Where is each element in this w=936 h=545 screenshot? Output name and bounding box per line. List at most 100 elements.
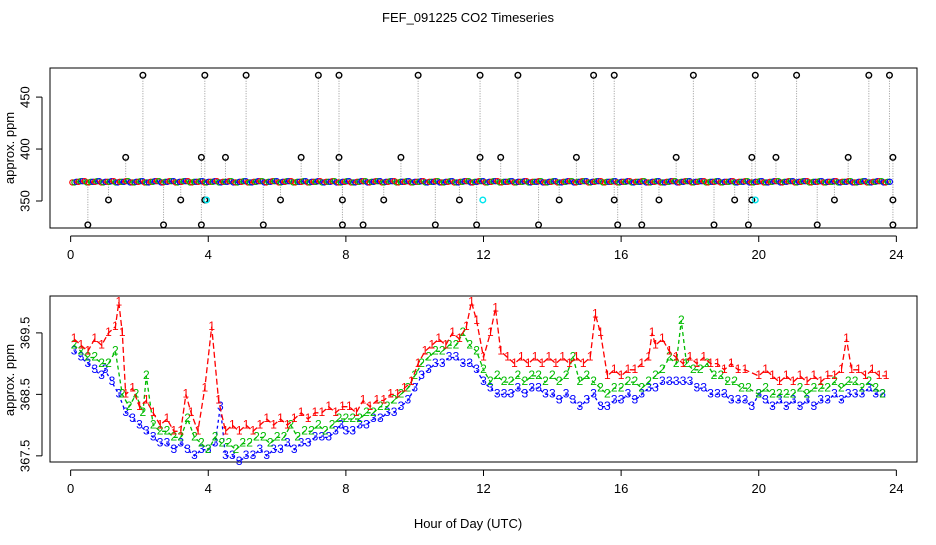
bottom-series-1-marker: 1 [263, 411, 270, 425]
bottom-series-3-marker: 3 [535, 380, 542, 394]
bottom-series-3-marker: 3 [693, 380, 700, 394]
top-baseline-point [835, 179, 842, 186]
bottom-series-1-marker: 1 [487, 325, 494, 339]
top-baseline-point [731, 179, 739, 186]
top-baseline-point [593, 177, 600, 185]
top-baseline-point [397, 178, 404, 185]
top-baseline-point [502, 178, 510, 185]
top-baseline-point [486, 178, 493, 185]
top-baseline-point [876, 177, 883, 185]
bottom-series-2-marker: 2 [718, 368, 725, 382]
bottom-series-1-marker: 1 [71, 331, 78, 345]
top-baseline-point [205, 178, 212, 185]
bottom-series-1-marker: 1 [714, 356, 721, 370]
bottom-series-1-marker: 1 [353, 405, 360, 419]
bottom-series-3-marker: 3 [769, 399, 776, 413]
bottom-series-3-marker: 3 [790, 393, 797, 407]
top-outlier-point [744, 221, 752, 229]
top-baseline-point [413, 178, 421, 185]
top-baseline-point [717, 179, 724, 186]
top-baseline-point [535, 177, 543, 185]
top-baseline-point [806, 179, 813, 186]
top-outlier-point [476, 153, 484, 161]
top-baseline-point [760, 179, 768, 186]
bottom-series-2-marker: 2 [126, 399, 133, 413]
bottom-series-2-marker: 2 [724, 374, 731, 388]
bottom-series-2-marker: 2 [198, 436, 205, 450]
bottom-series-2-marker: 2 [239, 436, 246, 450]
bottom-series-3-marker: 3 [122, 405, 129, 419]
bottom-series-3-marker: 3 [222, 448, 229, 462]
top-baseline-point [667, 177, 675, 185]
bottom-series-1-marker: 1 [742, 362, 749, 376]
bottom-series-2-marker: 2 [308, 423, 315, 437]
top-outlier-point [497, 153, 505, 161]
top-outlier-point [614, 221, 622, 229]
top-baseline-point [766, 178, 774, 185]
bottom-series-3-marker: 3 [515, 380, 522, 394]
top-outlier-point [610, 196, 618, 204]
bottom-series-3-marker: 3 [356, 417, 363, 431]
top-baseline-point [645, 179, 652, 186]
bottom-series-1-marker: 1 [380, 393, 387, 407]
top-baseline-point [771, 177, 778, 185]
top-baseline-point [294, 178, 301, 185]
bottom-series-2-marker: 2 [133, 387, 140, 401]
bottom-series-2-marker: 2 [678, 313, 685, 327]
top-baseline-point [618, 178, 625, 185]
top-baseline-point [387, 177, 394, 185]
top-outlier-point [610, 71, 618, 79]
bottom-series-1-marker: 1 [504, 350, 511, 364]
top-baseline-point [143, 179, 150, 186]
top-baseline-point [880, 179, 887, 186]
top-baseline-point [830, 177, 838, 185]
top-baseline-point [354, 178, 361, 185]
bottom-y-axis-label: approx. ppm [2, 344, 17, 416]
top-baseline-point [201, 179, 208, 186]
bottom-series-2-marker: 2 [267, 436, 274, 450]
bottom-series-1-marker: 1 [150, 405, 157, 419]
top-outlier-point [314, 71, 322, 79]
bottom-series-1-marker: 1 [532, 350, 539, 364]
bottom-series-3-marker: 3 [824, 393, 831, 407]
bottom-series-1-marker: 1 [157, 417, 164, 431]
bottom-series-3-marker: 3 [838, 393, 845, 407]
top-baseline-point [574, 178, 582, 185]
top-baseline-point [389, 177, 396, 185]
top-baseline-point [221, 178, 229, 185]
top-outlier-point [431, 221, 439, 229]
bottom-series-1-marker: 1 [693, 356, 700, 370]
top-baseline-point [541, 179, 549, 186]
bottom-series-3-marker: 3 [305, 436, 312, 450]
top-baseline-point [275, 179, 282, 186]
bottom-series-1-marker: 1 [638, 356, 645, 370]
bottom-series-3-marker: 3 [129, 411, 136, 425]
top-baseline-point [250, 178, 258, 185]
bottom-series-2-marker: 2 [363, 405, 370, 419]
bottom-series-3-marker: 3 [136, 417, 143, 431]
bottom-series-2-marker: 2 [411, 368, 418, 382]
bottom-series-1-marker: 1 [408, 374, 415, 388]
bottom-series-1-marker: 1 [566, 356, 573, 370]
bottom-series-3-marker: 3 [638, 387, 645, 401]
top-baseline-point [463, 177, 470, 185]
bottom-series-1-marker: 1 [468, 294, 475, 308]
top-baseline-point [290, 179, 297, 186]
bottom-series-1-marker: 1 [604, 368, 611, 382]
top-outlier-point [710, 221, 718, 229]
top-outlier-point [338, 221, 346, 229]
bottom-series-2-marker: 2 [398, 387, 405, 401]
bottom-series-1-marker: 1 [98, 337, 105, 351]
top-baseline-point [874, 177, 881, 185]
top-baseline-point [560, 178, 567, 185]
bottom-series-2-marker: 2 [349, 411, 356, 425]
top-baseline-point [799, 177, 807, 185]
top-baseline-point [517, 178, 524, 185]
bottom-series-3-marker: 3 [473, 362, 480, 376]
top-outlier-point [689, 71, 697, 79]
top-baseline-point [304, 179, 311, 186]
bottom-series-2-marker: 2 [78, 344, 85, 358]
top-baseline-point [721, 178, 728, 185]
bottom-series-3-marker: 3 [85, 356, 92, 370]
top-outlier-point [638, 221, 646, 229]
